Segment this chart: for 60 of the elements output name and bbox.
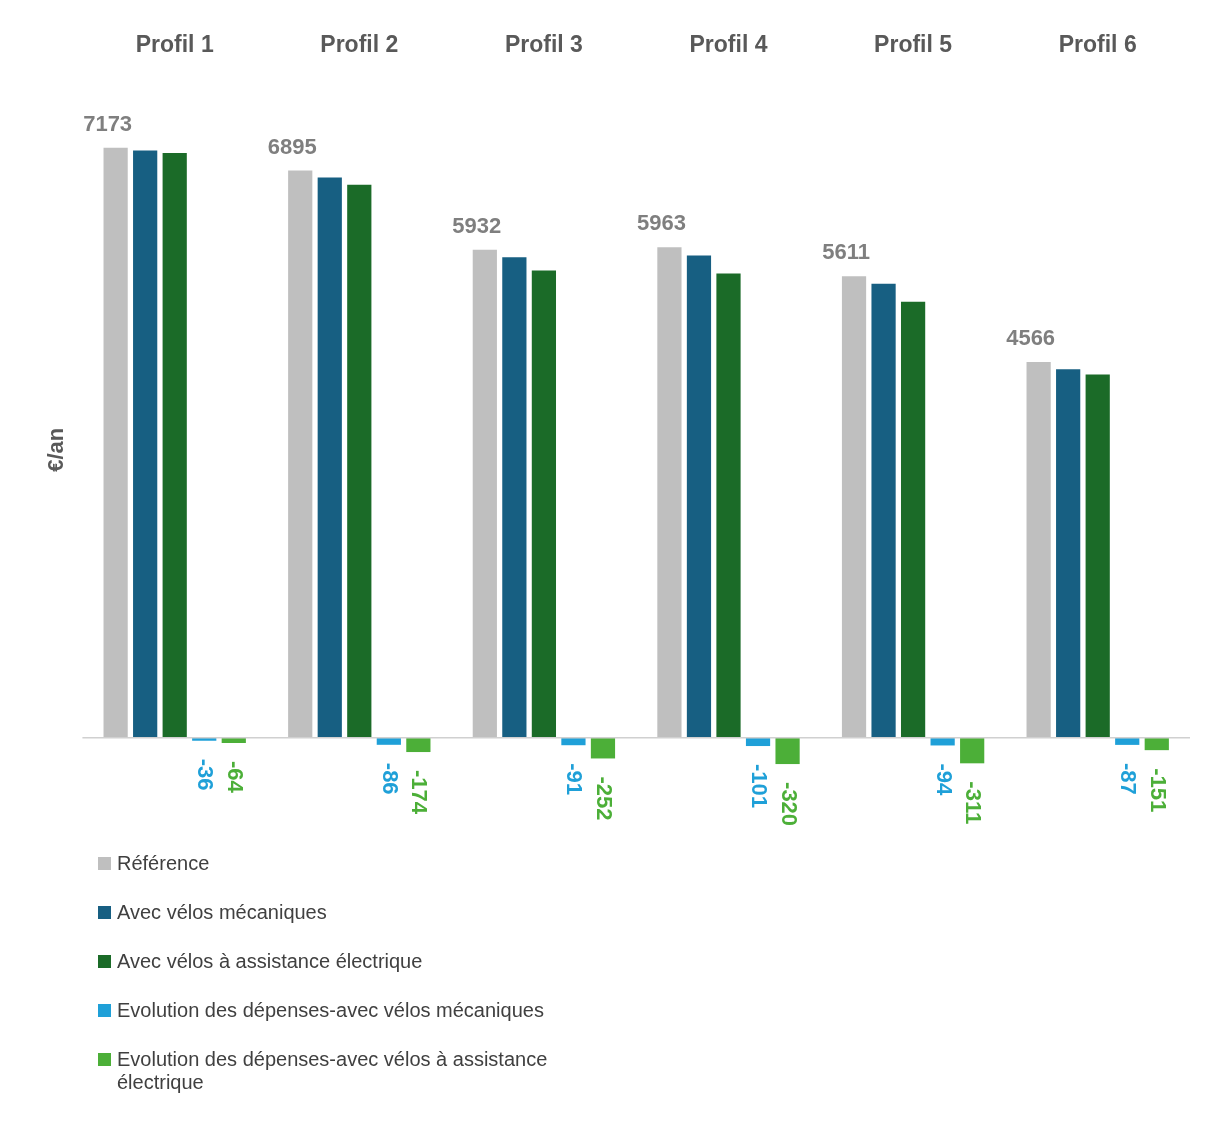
bar	[317, 177, 342, 738]
data-label: -86	[377, 762, 403, 795]
bar	[960, 737, 985, 764]
bar	[686, 255, 712, 738]
data-label: -91	[562, 763, 588, 796]
data-label: 4566	[1006, 325, 1056, 351]
x-tick-label: Profil 4	[689, 31, 768, 58]
data-label: -174	[407, 770, 433, 815]
bar	[745, 737, 771, 747]
bar	[347, 184, 372, 738]
data-label: 6895	[267, 133, 317, 159]
bar	[1056, 369, 1081, 738]
bar	[1085, 374, 1110, 738]
bar	[930, 737, 955, 746]
bar	[192, 737, 217, 741]
bar	[406, 737, 431, 753]
data-label: -252	[591, 776, 617, 821]
legend-label: Evolution des dépenses-avec vélos mécaniques	[117, 999, 544, 1022]
bar	[1144, 737, 1169, 751]
data-label: -36	[193, 758, 219, 791]
data-label: -101	[746, 764, 772, 809]
data-label: 7173	[83, 110, 133, 136]
bar	[716, 273, 741, 738]
bar	[871, 283, 896, 738]
bar	[103, 147, 128, 738]
data-label: -320	[776, 782, 802, 827]
x-tick-label: Profil 1	[135, 31, 214, 58]
legend-label: Référence	[117, 852, 210, 875]
bar	[561, 737, 586, 746]
bar	[1115, 737, 1140, 745]
x-tick-label: Profil 5	[874, 31, 953, 58]
data-label: -87	[1116, 762, 1142, 795]
data-label: 5611	[822, 239, 870, 265]
bar	[133, 150, 158, 738]
data-label: -311	[961, 781, 987, 825]
bar	[162, 152, 187, 738]
bar	[841, 276, 867, 738]
bar	[221, 737, 246, 743]
data-label: -64	[222, 761, 248, 794]
bar	[1026, 362, 1051, 738]
x-tick-label: Profil 6	[1058, 31, 1137, 58]
data-label: -151	[1145, 768, 1171, 813]
bar	[288, 170, 313, 738]
data-label: -94	[931, 763, 957, 797]
bar	[472, 249, 497, 738]
bar	[590, 737, 616, 759]
legend-label: Avec vélos à assistance électrique	[117, 950, 423, 973]
data-label: 5963	[636, 210, 686, 236]
bar	[531, 270, 557, 738]
bar	[376, 737, 401, 745]
bar	[775, 737, 800, 765]
legend-label: Evolution des dépenses-avec vélos à assistance électrique	[117, 1048, 549, 1094]
bar	[900, 301, 926, 738]
bar	[657, 247, 682, 738]
legend-label: Avec vélos mécaniques	[117, 901, 327, 924]
bar	[502, 257, 527, 738]
x-tick-label: Profil 2	[320, 31, 399, 58]
data-label: 5932	[452, 212, 502, 238]
x-tick-label: Profil 3	[504, 31, 583, 58]
y-axis-title: €/an	[43, 427, 69, 472]
